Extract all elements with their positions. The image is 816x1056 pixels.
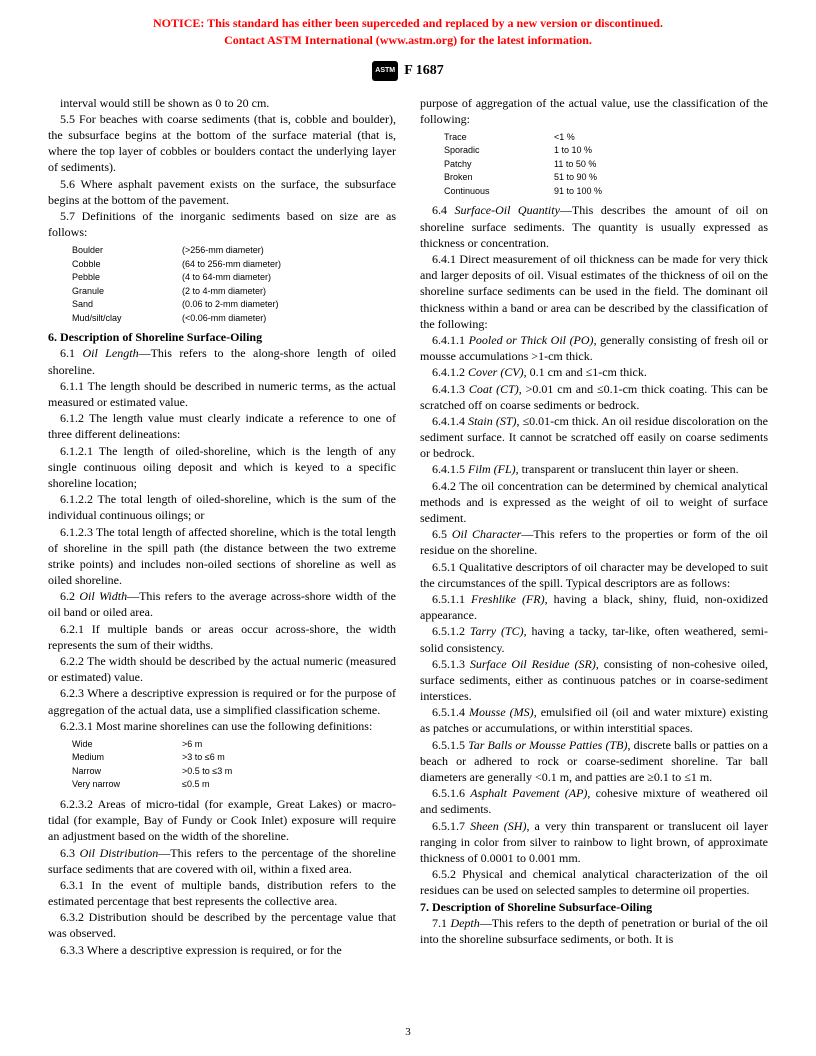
para: 7.1 Depth—This refers to the depth of pe… <box>420 915 768 947</box>
para: 6.5.1.1 Freshlike (FR), having a black, … <box>420 591 768 623</box>
para: 6.4.1.1 Pooled or Thick Oil (PO), genera… <box>420 332 768 364</box>
para: 6.1 Oil Length—This refers to the along-… <box>48 345 396 377</box>
table-cell: ≤0.5 m <box>182 778 396 792</box>
para: 6.5 Oil Character—This refers to the pro… <box>420 526 768 558</box>
para: 6.5.1.2 Tarry (TC), having a tacky, tar-… <box>420 623 768 655</box>
table-cell: Trace <box>444 131 554 145</box>
table-cell: Boulder <box>72 244 182 258</box>
para: 6.4 Surface-Oil Quantity—This describes … <box>420 202 768 251</box>
section-7-title: 7. Description of Shoreline Subsurface-O… <box>420 899 768 915</box>
table-cell: >3 to ≤6 m <box>182 751 396 765</box>
para: 6.2 Oil Width—This refers to the average… <box>48 588 396 620</box>
table-cell: Granule <box>72 285 182 299</box>
para: purpose of aggregation of the actual val… <box>420 95 768 127</box>
para: 6.1.1 The length should be described in … <box>48 378 396 410</box>
notice-line-1: NOTICE: This standard has either been su… <box>153 16 663 30</box>
table-cell: >0.5 to ≤3 m <box>182 765 396 779</box>
section-6-title: 6. Description of Shoreline Surface-Oili… <box>48 329 396 345</box>
para: 6.4.1 Direct measurement of oil thicknes… <box>420 251 768 332</box>
table-cell: (2 to 4-mm diameter) <box>182 285 396 299</box>
table-cell: Broken <box>444 171 554 185</box>
para: 6.2.3 Where a descriptive expression is … <box>48 685 396 717</box>
table-cell: Sand <box>72 298 182 312</box>
table-cell: Patchy <box>444 158 554 172</box>
page-number: 3 <box>0 1026 816 1038</box>
astm-logo-icon: ASTM <box>372 61 398 81</box>
para: 6.1.2.2 The total length of oiled-shorel… <box>48 491 396 523</box>
table-cell: Continuous <box>444 185 554 199</box>
para: 5.6 Where asphalt pavement exists on the… <box>48 176 396 208</box>
body-columns: interval would still be shown as 0 to 20… <box>0 95 816 958</box>
table-cell: (4 to 64-mm diameter) <box>182 271 396 285</box>
sediment-size-table: Boulder(>256-mm diameter) Cobble(64 to 2… <box>72 244 396 325</box>
table-cell: (<0.06-mm diameter) <box>182 312 396 326</box>
para: 6.1.2.1 The length of oiled-shoreline, w… <box>48 443 396 492</box>
para: 6.5.1.7 Sheen (SH), a very thin transpar… <box>420 818 768 867</box>
para: 6.3.3 Where a descriptive expression is … <box>48 942 396 958</box>
doc-id: F 1687 <box>404 63 444 79</box>
table-cell: Narrow <box>72 765 182 779</box>
table-cell: 91 to 100 % <box>554 185 768 199</box>
table-cell: 11 to 50 % <box>554 158 768 172</box>
table-cell: (64 to 256-mm diameter) <box>182 258 396 272</box>
notice-banner: NOTICE: This standard has either been su… <box>0 0 816 49</box>
table-cell: Cobble <box>72 258 182 272</box>
para: 6.3 Oil Distribution—This refers to the … <box>48 845 396 877</box>
para: 6.5.2 Physical and chemical analytical c… <box>420 866 768 898</box>
table-cell: Wide <box>72 738 182 752</box>
doc-header: ASTM F 1687 <box>0 61 816 81</box>
para: 6.5.1.5 Tar Balls or Mousse Patties (TB)… <box>420 737 768 786</box>
para: 6.5.1.4 Mousse (MS), emulsified oil (oil… <box>420 704 768 736</box>
table-cell: (0.06 to 2-mm diameter) <box>182 298 396 312</box>
width-def-table: Wide>6 m Medium>3 to ≤6 m Narrow>0.5 to … <box>72 738 396 792</box>
para: 6.5.1 Qualitative descriptors of oil cha… <box>420 559 768 591</box>
para: 6.1.2 The length value must clearly indi… <box>48 410 396 442</box>
table-cell: <1 % <box>554 131 768 145</box>
para: 6.4.1.3 Coat (CT), >0.01 cm and ≤0.1-cm … <box>420 381 768 413</box>
table-cell: 51 to 90 % <box>554 171 768 185</box>
para: 5.7 Definitions of the inorganic sedimen… <box>48 208 396 240</box>
table-cell: >6 m <box>182 738 396 752</box>
para: 6.4.2 The oil concentration can be deter… <box>420 478 768 527</box>
para: 6.4.1.2 Cover (CV), 0.1 cm and ≤1-cm thi… <box>420 364 768 380</box>
para: 6.5.1.6 Asphalt Pavement (AP), cohesive … <box>420 785 768 817</box>
para: 6.2.2 The width should be described by t… <box>48 653 396 685</box>
table-cell: Medium <box>72 751 182 765</box>
para: 6.3.2 Distribution should be described b… <box>48 909 396 941</box>
table-cell: Sporadic <box>444 144 554 158</box>
para: 6.2.3.1 Most marine shorelines can use t… <box>48 718 396 734</box>
para: 5.5 For beaches with coarse sediments (t… <box>48 111 396 176</box>
table-cell: Pebble <box>72 271 182 285</box>
para: 6.4.1.5 Film (FL), transparent or transl… <box>420 461 768 477</box>
para: 6.5.1.3 Surface Oil Residue (SR), consis… <box>420 656 768 705</box>
table-cell: Mud/silt/clay <box>72 312 182 326</box>
para: 6.1.2.3 The total length of affected sho… <box>48 524 396 589</box>
para: 6.2.3.2 Areas of micro-tidal (for exampl… <box>48 796 396 845</box>
para: 6.3.1 In the event of multiple bands, di… <box>48 877 396 909</box>
notice-line-2: Contact ASTM International (www.astm.org… <box>224 33 592 47</box>
table-cell: 1 to 10 % <box>554 144 768 158</box>
distribution-table: Trace<1 % Sporadic1 to 10 % Patchy11 to … <box>444 131 768 199</box>
table-cell: (>256-mm diameter) <box>182 244 396 258</box>
para: 6.4.1.4 Stain (ST), ≤0.01-cm thick. An o… <box>420 413 768 462</box>
para: interval would still be shown as 0 to 20… <box>48 95 396 111</box>
para: 6.2.1 If multiple bands or areas occur a… <box>48 621 396 653</box>
table-cell: Very narrow <box>72 778 182 792</box>
